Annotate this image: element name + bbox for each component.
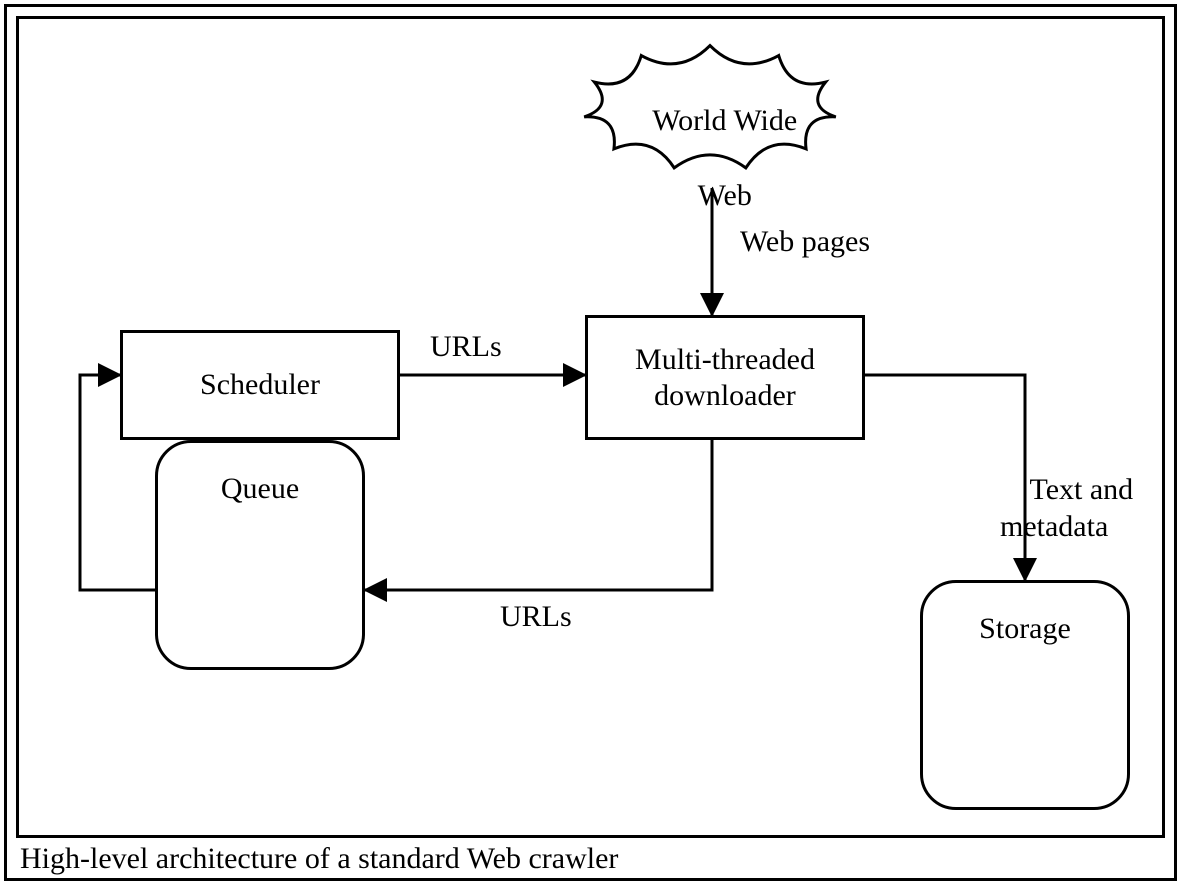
node-queue: Queue	[155, 440, 365, 670]
diagram-caption: High-level architecture of a standard We…	[20, 842, 618, 876]
node-downloader: Multi-threaded downloader	[585, 315, 865, 440]
node-scheduler: Scheduler	[120, 330, 400, 440]
node-storage-label: Storage	[979, 611, 1071, 647]
edge-label-urls-1: URLs	[430, 330, 502, 364]
node-cloud-label: World Wide Web	[555, 64, 865, 252]
diagram-canvas: Scheduler Multi-threaded downloader Queu…	[0, 0, 1181, 885]
node-scheduler-label: Scheduler	[200, 367, 320, 403]
node-queue-label: Queue	[221, 471, 299, 507]
edge-label-metadata: Text and metadata	[1000, 433, 1133, 583]
edge-label-web-pages: Web pages	[740, 225, 870, 259]
node-storage: Storage	[920, 580, 1130, 810]
edge-label-urls-2: URLs	[500, 600, 572, 634]
node-downloader-label: Multi-threaded downloader	[635, 342, 815, 414]
